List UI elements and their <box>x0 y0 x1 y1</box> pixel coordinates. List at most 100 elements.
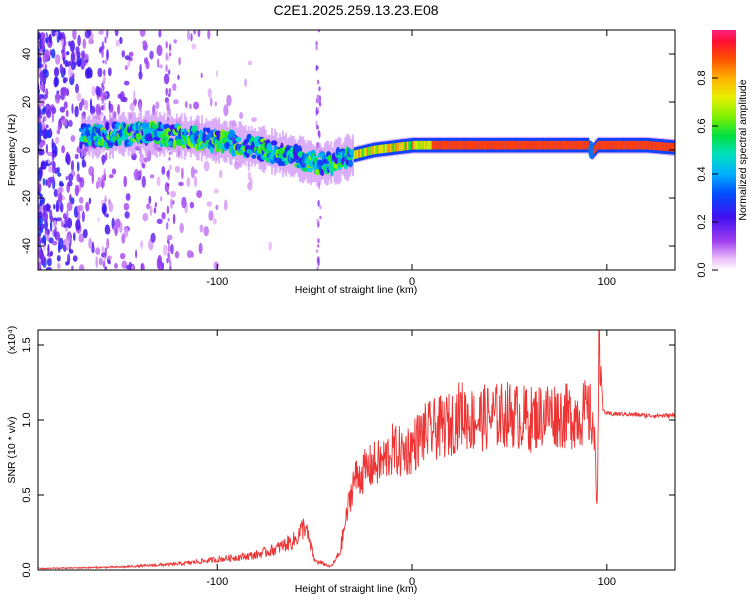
noise-blob <box>60 220 64 228</box>
ridge-band-core <box>554 140 557 150</box>
noise-blob <box>88 237 92 249</box>
noise-blob <box>106 238 110 249</box>
noise-blob <box>178 56 181 66</box>
ridge-band-core <box>498 140 501 150</box>
ridge-band-core <box>481 140 484 150</box>
noise-blob <box>208 210 214 221</box>
noise-blob <box>165 52 168 62</box>
ridge-band-core <box>623 140 626 150</box>
noise-blob <box>170 190 177 198</box>
noise-blob <box>38 32 42 40</box>
noise-blob <box>158 64 164 69</box>
ridge-band-core <box>462 140 465 150</box>
ridge-band-core <box>425 140 428 150</box>
ridge-band-core <box>668 142 671 152</box>
ridge-band-core <box>518 140 521 150</box>
y-tick-label: 0 <box>21 147 33 153</box>
noise-blob <box>59 63 63 74</box>
noise-blob <box>74 184 80 197</box>
ridge-band-core <box>450 140 453 150</box>
x-tick-label: 0 <box>409 576 415 588</box>
noise-blob <box>107 255 112 260</box>
noise-blob <box>140 263 145 270</box>
noise-blob <box>52 174 55 187</box>
noise-blob <box>104 266 108 270</box>
ridge-band-core <box>489 140 492 150</box>
ridge-band-core <box>634 140 637 150</box>
noise-blob <box>48 33 52 44</box>
noise-blob <box>75 46 80 53</box>
noise-blob <box>189 201 195 209</box>
noise-blob <box>203 160 210 172</box>
spectrogram-ticks: -100 0 100 -40 -20 0 20 40 <box>21 30 675 288</box>
noise-blob <box>95 247 101 256</box>
spectrogram-heatmap <box>38 30 675 270</box>
ridge-band-core <box>414 140 417 150</box>
noise-blob <box>101 203 108 215</box>
ridge-band-core <box>436 140 439 150</box>
noise-blob <box>45 179 48 186</box>
ridge-band-core <box>655 141 658 151</box>
noise-blob <box>70 160 75 172</box>
ridge-band-core <box>387 143 390 153</box>
noise-blob <box>251 117 257 122</box>
noise-blob <box>39 142 44 148</box>
colorbar-tick-label: 0.4 <box>696 166 708 181</box>
ridge-band-core <box>359 148 362 158</box>
ridge-band-core <box>428 140 431 150</box>
ridge-band-core <box>472 140 474 150</box>
noise-blob <box>82 38 87 49</box>
ridge-halo <box>175 113 178 158</box>
noise-blob <box>166 100 169 109</box>
noise-blob <box>104 36 107 44</box>
noise-blob <box>114 263 118 269</box>
noise-blob <box>153 207 157 214</box>
noise-blob <box>76 220 80 228</box>
ridge-band-core <box>578 140 580 150</box>
ridge-band-core <box>386 144 389 153</box>
noise-blob <box>53 203 56 210</box>
noise-blob <box>143 157 148 163</box>
noise-blob <box>186 177 191 188</box>
noise-blob <box>43 115 47 122</box>
ridge-blob <box>284 159 289 166</box>
noise-blob <box>129 102 135 112</box>
noise-blob <box>84 99 89 111</box>
ridge-band-core <box>470 140 473 150</box>
noise-blob <box>57 172 62 177</box>
noise-blob <box>69 249 74 254</box>
noise-blob <box>82 228 88 239</box>
noise-blob <box>167 176 170 181</box>
noise-blob <box>200 72 203 79</box>
noise-blob <box>39 226 42 231</box>
noise-blob <box>102 262 106 267</box>
noise-blob <box>127 59 131 68</box>
noise-blob <box>53 220 57 226</box>
noise-blob <box>215 204 219 211</box>
ridge-band-core <box>624 140 627 150</box>
spectrogram-panel: -100 0 100 -40 -20 0 20 40 Height of straight l… <box>6 29 676 296</box>
ridge-band-core <box>420 140 423 150</box>
noise-blob <box>318 86 321 92</box>
ridge-band-core <box>394 143 397 152</box>
noise-blob <box>102 158 105 166</box>
ridge-band-core <box>362 148 365 157</box>
noise-blob <box>247 60 253 66</box>
ridge-band-core <box>556 140 559 150</box>
ridge-band-core <box>437 140 440 150</box>
ridge-band-core <box>607 140 610 150</box>
noise-blob <box>91 172 95 185</box>
noise-blob <box>112 226 117 231</box>
noise-blob <box>74 153 79 160</box>
noise-blob <box>67 180 73 187</box>
ridge-band-core <box>378 145 381 154</box>
ridge-blob <box>270 140 278 146</box>
ridge-band-core <box>467 140 470 150</box>
ridge-band-core <box>515 140 518 150</box>
noise-blob <box>104 248 107 257</box>
ridge-band-core <box>507 140 510 150</box>
noise-blob <box>156 218 163 224</box>
noise-blob <box>101 245 105 254</box>
noise-blob <box>199 224 204 233</box>
noise-blob <box>193 30 196 35</box>
